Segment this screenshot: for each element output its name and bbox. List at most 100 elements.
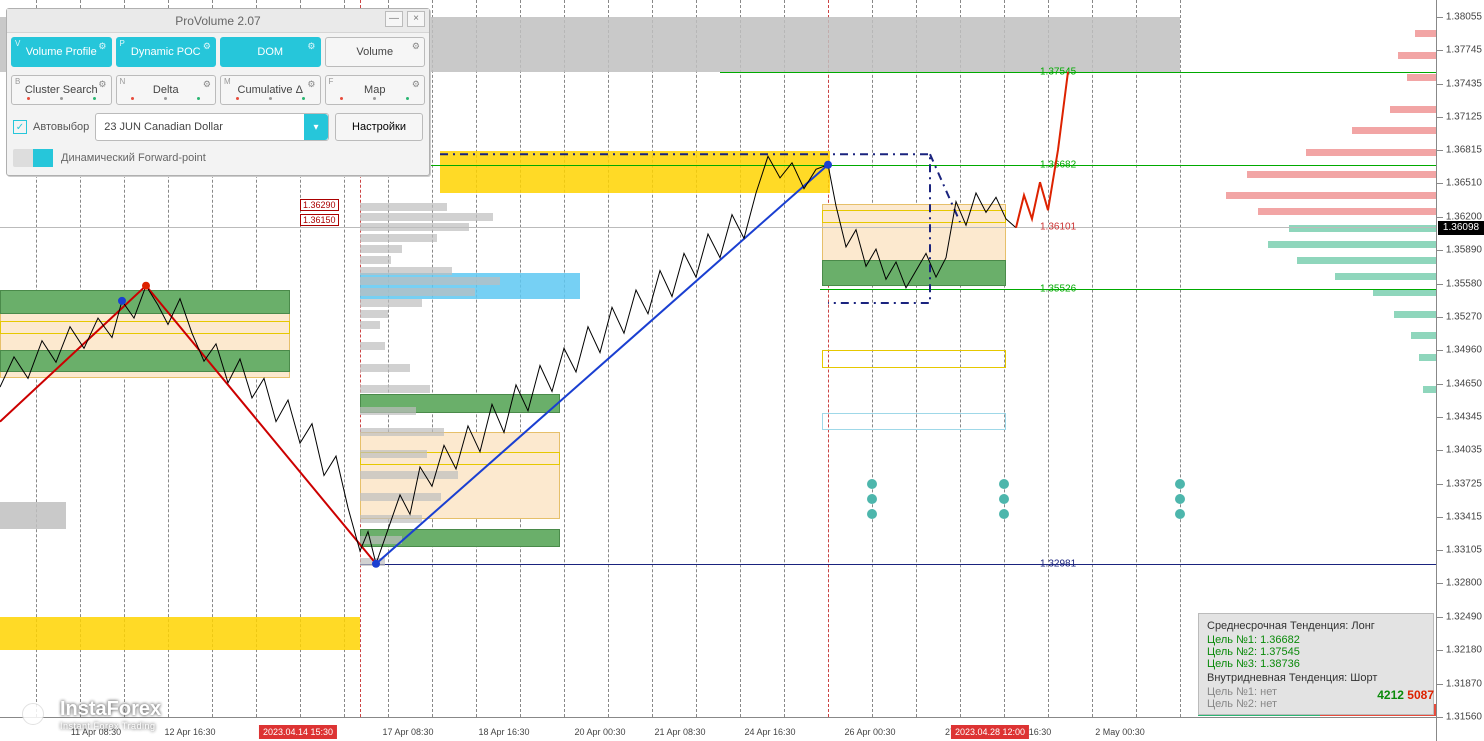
right-volume-bar [1423,386,1436,393]
forward-point-toggle[interactable] [13,149,53,167]
volume-numbers: 4212 5087 [1377,688,1434,702]
mid-target-1: Цель №1: 1.36682 [1207,634,1425,646]
volume-profile-bar [360,385,430,393]
gear-icon[interactable]: ⚙ [412,41,420,52]
mid-target-3: Цель №3: 1.38736 [1207,658,1425,670]
yaxis-tick: 1.38055 [1446,11,1482,22]
volnum-down: 5087 [1407,688,1434,702]
yaxis-tick: 1.34650 [1446,378,1482,389]
yaxis-tick: 1.36510 [1446,178,1482,189]
gear-icon[interactable]: ⚙ [307,41,315,52]
value-zone [822,210,1006,223]
volume-profile-bar [360,277,500,285]
yaxis-tick: 1.37435 [1446,78,1482,89]
logo-icon [14,695,52,733]
value-zone [822,260,1006,286]
right-volume-bar [1394,311,1436,318]
poc-label: 1.36290 [300,199,339,211]
instrument-select[interactable]: 23 JUN Canadian Dollar ▾ [95,113,329,141]
gear-icon[interactable]: ⚙ [98,79,106,90]
vgrid-line [652,0,653,717]
settings-button[interactable]: Настройки [335,113,423,141]
panel-title: ProVolume 2.07 [175,14,260,28]
vgrid-line [1136,0,1137,717]
yaxis-tick: 1.32180 [1446,645,1482,656]
gear-icon[interactable]: ⚙ [307,79,315,90]
value-zone [0,350,290,372]
xaxis-tick: 16:30 [1029,727,1052,737]
volume-profile-bar [360,299,422,307]
vgrid-line [520,0,521,717]
vgrid-line [740,0,741,717]
vgrid-line [476,0,477,717]
volume-profile-bar [360,256,391,264]
panel-btn-dynamic-poc[interactable]: PDynamic POC⚙ [116,37,217,67]
right-volume-bar [1407,74,1436,81]
volume-profile-bar [360,234,437,242]
yaxis-tick: 1.31560 [1446,712,1482,723]
level-label: 1.36682 [1040,159,1076,170]
panel-btn-delta[interactable]: NDelta⚙ [116,75,217,105]
autopick-checkbox[interactable]: ✓ [13,120,27,134]
volume-profile-bar [360,536,402,544]
right-volume-bar [1306,149,1436,156]
horizontal-level [360,564,1436,565]
volume-profile-bar [360,310,388,318]
panel-close-button[interactable]: × [407,11,425,27]
volume-profile-bar [360,342,385,350]
right-volume-bar [1352,127,1436,134]
right-volume-bar [1415,30,1436,37]
panel-btn-map[interactable]: FMap⚙ [325,75,426,105]
value-zone [822,413,1006,430]
logo-tagline: Instant Forex Trading [60,721,161,731]
horizontal-level [720,72,1436,73]
vgrid-line [784,0,785,717]
panel-btn-volume-profile[interactable]: VVolume Profile⚙ [11,37,112,67]
panel-titlebar[interactable]: ProVolume 2.07 — × [7,9,429,33]
vgrid-line [564,0,565,717]
level-label: 1.32981 [1040,558,1076,569]
instrument-value: 23 JUN Canadian Dollar [104,121,223,133]
logo-brand: InstaForex [60,698,161,721]
volume-profile-bar [360,245,402,253]
vgrid-line [1048,0,1049,717]
xaxis-tick: 12 Apr 16:30 [164,727,215,737]
dom-level-dot [1175,479,1185,489]
xaxis-highlight: 2023.04.14 15:30 [259,725,337,739]
dom-level-dot [999,479,1009,489]
panel-btn-volume[interactable]: Volume⚙ [325,37,426,67]
gear-icon[interactable]: ⚙ [203,79,211,90]
volnum-up: 4212 [1377,688,1404,702]
price-band [0,617,360,650]
yaxis-tick: 1.33105 [1446,545,1482,556]
yaxis-tick: 1.33415 [1446,511,1482,522]
gear-icon[interactable]: ⚙ [98,41,106,52]
dom-level-dot [1175,494,1185,504]
panel-minimize-button[interactable]: — [385,11,403,27]
yaxis-tick: 1.34345 [1446,411,1482,422]
yaxis-tick: 1.31870 [1446,678,1482,689]
panel-btn-dom[interactable]: DOM⚙ [220,37,321,67]
gear-icon[interactable]: ⚙ [412,79,420,90]
volume-profile-bar [360,267,452,275]
vgrid-line [608,0,609,717]
volume-profile-bar [360,558,385,566]
volume-profile-bar [360,450,427,458]
panel-btn-cluster-search[interactable]: BCluster Search⚙ [11,75,112,105]
right-volume-bar [1398,52,1436,59]
intra-trend-label: Внутридневная Тенденция: Шорт [1207,672,1425,684]
price-band [0,502,66,529]
volume-profile-bar [360,364,410,372]
panel-btn-cumulative-[interactable]: MCumulative Δ⚙ [220,75,321,105]
yaxis-tick: 1.36815 [1446,145,1482,156]
volume-profile-bar [360,223,469,231]
gear-icon[interactable]: ⚙ [203,41,211,52]
dom-level-dot [867,479,877,489]
dom-level-dot [999,494,1009,504]
vgrid-line [1092,0,1093,717]
yaxis-tick: 1.37125 [1446,111,1482,122]
current-price-marker: 1.36098 [1438,221,1484,235]
brand-logo: InstaForex Instant Forex Trading [14,695,161,733]
yaxis-tick: 1.34960 [1446,345,1482,356]
yaxis-tick: 1.35580 [1446,278,1482,289]
